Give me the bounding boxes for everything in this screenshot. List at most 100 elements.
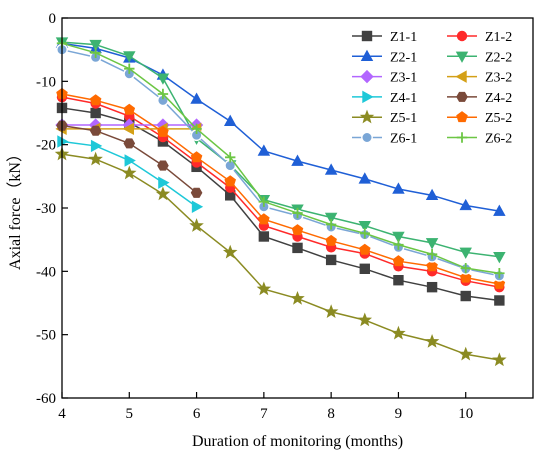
data-point-Z5-2	[190, 151, 203, 163]
x-tick-label: 6	[193, 406, 201, 422]
series-line-Z2-2	[61, 41, 500, 258]
data-point-Z4-1	[158, 176, 170, 189]
legend-label: Z5-1	[390, 111, 417, 126]
legend-item-Z5-1: Z5-1	[352, 109, 417, 126]
legend-label: Z1-2	[485, 30, 512, 45]
data-point-Z1-1	[292, 242, 303, 254]
data-point-Z2-1	[190, 92, 203, 104]
x-tick-label: 7	[260, 406, 268, 422]
legend-marker	[456, 111, 468, 123]
y-tick-label: -40	[36, 264, 56, 280]
data-point-Z6-2	[426, 249, 438, 260]
legend-item-Z1-1: Z1-1	[352, 30, 417, 45]
data-point-Z5-2	[157, 125, 169, 137]
data-point-Z2-1	[425, 188, 439, 201]
legend-item-Z5-2: Z5-2	[447, 111, 512, 126]
data-point-Z6-2	[191, 123, 202, 135]
legend-marker	[456, 132, 468, 143]
y-tick-label: 0	[49, 11, 57, 27]
legend-item-Z6-2: Z6-2	[447, 132, 512, 147]
series-Z2-1	[55, 36, 506, 216]
y-tick-label: -50	[36, 328, 56, 344]
legend-item-Z4-2: Z4-2	[447, 91, 512, 106]
y-tick-label: -60	[36, 391, 56, 407]
data-point-Z5-2	[325, 234, 337, 246]
data-point-Z2-1	[358, 172, 372, 184]
legend-item-Z4-1: Z4-1	[352, 90, 417, 106]
legend-label: Z3-1	[390, 71, 417, 86]
data-point-Z1-1	[90, 107, 101, 119]
legend-label: Z5-2	[485, 111, 512, 126]
data-point-Z5-2	[123, 103, 136, 115]
legend-marker	[456, 30, 468, 42]
y-axis-title: Axial force（kN）	[6, 146, 24, 270]
data-point-Z5-1	[323, 304, 339, 319]
legend-item-Z1-2: Z1-2	[447, 30, 512, 45]
series-Z1-2	[56, 91, 505, 293]
data-point-Z5-1	[88, 151, 103, 166]
legend-marker	[360, 69, 374, 84]
data-point-Z6-2	[90, 47, 101, 59]
y-tick-label: -30	[36, 201, 56, 217]
x-tick-label: 5	[126, 406, 134, 422]
data-point-Z2-1	[257, 144, 271, 156]
data-point-Z5-2	[89, 94, 102, 106]
data-point-Z5-2	[291, 224, 304, 236]
data-point-Z5-1	[122, 165, 137, 180]
data-point-Z2-2	[358, 221, 372, 233]
legend-label: Z1-1	[390, 30, 417, 45]
data-point-Z4-1	[57, 135, 69, 148]
legend-item-Z2-1: Z2-1	[352, 49, 417, 65]
data-point-Z4-2	[123, 138, 136, 149]
data-point-Z6-2	[325, 219, 337, 230]
legend-item-Z3-2: Z3-2	[447, 70, 512, 86]
data-point-Z2-1	[459, 198, 472, 211]
data-point-Z5-2	[224, 175, 237, 187]
legend-marker	[455, 51, 469, 63]
data-point-Z5-1	[155, 186, 171, 201]
data-point-Z6-2	[258, 196, 270, 207]
data-point-Z6-2	[494, 268, 505, 279]
data-point-Z5-1	[290, 290, 305, 305]
data-point-Z6-2	[393, 239, 404, 250]
y-tick-label: -20	[36, 138, 56, 154]
data-point-Z5-1	[222, 244, 238, 259]
legend-label: Z2-2	[485, 50, 512, 65]
series-layer	[54, 36, 507, 367]
x-tick-label: 4	[58, 406, 66, 422]
data-point-Z6-2	[292, 207, 303, 219]
series-line-Z6-2	[61, 42, 500, 274]
data-point-Z2-2	[89, 39, 102, 52]
series-Z6-2	[56, 38, 505, 279]
legend-marker	[362, 90, 374, 104]
data-point-Z2-1	[493, 204, 506, 216]
legend-item-Z6-1: Z6-1	[352, 132, 417, 147]
series-line-Z2-1	[61, 42, 500, 212]
data-point-Z1-1	[258, 231, 270, 242]
data-point-Z6-2	[225, 152, 236, 163]
data-point-Z6-2	[157, 88, 169, 100]
data-point-Z1-1	[393, 275, 404, 286]
data-point-Z4-1	[191, 200, 204, 213]
legend-marker	[360, 49, 374, 62]
data-point-Z2-2	[324, 212, 338, 225]
legend-marker	[456, 91, 468, 102]
series-Z4-1	[57, 135, 204, 213]
data-point-Z2-1	[392, 182, 405, 194]
legend-label: Z4-1	[390, 91, 417, 106]
tick-layer: 4 5 6 7 8 9 10 0 -10 -20 -30 -40 -50 -60	[36, 11, 473, 422]
legend-label: Z4-2	[485, 91, 512, 106]
legend-marker	[361, 30, 373, 42]
x-tick-label: 8	[327, 406, 335, 422]
series-line-Z5-2	[61, 93, 500, 285]
data-point-Z1-1	[426, 281, 438, 293]
data-point-Z1-1	[325, 254, 337, 266]
legend-label: Z3-2	[485, 71, 512, 86]
legend-label: Z6-2	[485, 132, 512, 147]
y-tick-label: -10	[36, 74, 56, 90]
data-point-Z6-2	[124, 63, 135, 74]
data-point-Z4-1	[124, 154, 136, 167]
data-point-Z5-1	[357, 312, 373, 327]
data-point-Z2-2	[459, 247, 472, 259]
data-point-Z5-2	[426, 260, 438, 272]
